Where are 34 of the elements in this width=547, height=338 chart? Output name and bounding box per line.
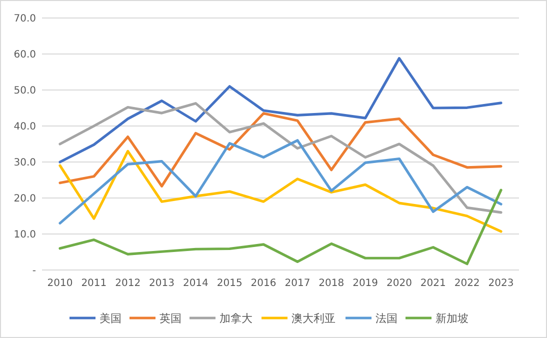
- x-tick-label: 2016: [250, 278, 276, 289]
- y-tick-label: 70.0: [14, 14, 36, 24]
- line-series: [58, 112, 502, 188]
- legend-label: 新加坡: [436, 312, 468, 325]
- x-tick-label: 2019: [352, 278, 378, 289]
- legend-label: 美国: [100, 312, 122, 325]
- x-tick-label: 2011: [81, 278, 107, 289]
- x-tick-label: 2017: [284, 278, 310, 289]
- x-tick-label: 2012: [115, 278, 141, 289]
- x-tick-label: 2015: [216, 278, 242, 289]
- legend-label: 加拿大: [220, 312, 252, 325]
- y-tick-label: 20.0: [14, 194, 36, 204]
- line-series: [58, 57, 502, 164]
- line-series: [58, 150, 502, 233]
- y-tick-label: 60.0: [14, 50, 36, 60]
- line-series: [58, 102, 502, 214]
- x-tick-label: 2014: [182, 278, 208, 289]
- y-tick-label: 40.0: [14, 122, 36, 132]
- x-tick-label: 2013: [149, 278, 174, 289]
- legend-label: 法国: [376, 312, 398, 325]
- x-tick-label: 2021: [420, 278, 446, 289]
- legend-label: 英国: [160, 312, 182, 325]
- x-tick-label: 2023: [488, 278, 514, 289]
- x-tick-label: 2010: [47, 278, 73, 289]
- y-tick-label: 10.0: [14, 230, 36, 240]
- y-tick-label: 30.0: [14, 158, 36, 168]
- y-tick-label: 50.0: [14, 86, 36, 96]
- x-tick-label: 2018: [318, 278, 344, 289]
- x-tick-label: 2020: [386, 278, 412, 289]
- legend-label: 澳大利亚: [292, 312, 336, 325]
- line-series: [58, 139, 502, 224]
- x-tick-label: 2022: [454, 278, 480, 289]
- y-tick-label: -: [32, 266, 36, 276]
- line-series: [58, 188, 502, 266]
